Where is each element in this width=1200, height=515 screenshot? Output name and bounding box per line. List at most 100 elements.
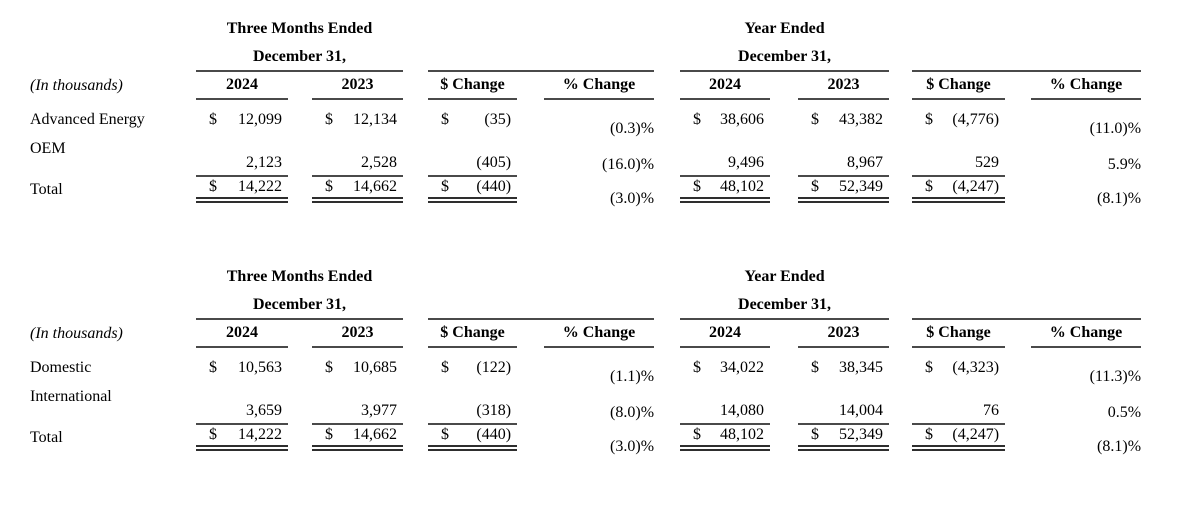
col-gap <box>403 262 428 292</box>
row-label: International <box>30 388 112 405</box>
currency-symbol: $ <box>325 426 333 443</box>
col-gap <box>403 177 428 203</box>
row-label: Domestic <box>30 359 92 376</box>
col-gap <box>889 262 912 292</box>
col-gap <box>889 177 912 203</box>
col-gap <box>770 320 798 348</box>
percent-value: (1.1)% <box>610 368 655 385</box>
value-cell: $14,662 <box>312 425 404 451</box>
column-header-dollar-change: $ Change <box>912 320 1006 348</box>
col-gap <box>889 72 912 100</box>
col-gap <box>517 100 544 140</box>
amount: 43,382 <box>839 111 884 128</box>
period-subtitle-row: December 31, December 31, <box>30 44 1142 72</box>
amount: 14,222 <box>238 426 282 443</box>
value-cell: 529 <box>912 140 1006 177</box>
col-gap <box>403 292 428 320</box>
percent-cell: (0.3)% <box>544 100 654 140</box>
value-cell: $10,685 <box>312 348 403 388</box>
currency-symbol: $ <box>209 178 217 195</box>
value-cell: $12,099 <box>196 100 288 140</box>
percent-cell: (11.0)% <box>1031 100 1141 140</box>
col-gap <box>517 388 544 425</box>
amount: 52,349 <box>839 178 884 195</box>
percent-cell: (1.1)% <box>544 348 654 388</box>
col-gap <box>288 100 312 140</box>
amount: (440) <box>476 426 512 443</box>
value-cell: $48,102 <box>680 425 771 451</box>
period-title: Three Months Ended <box>226 20 373 37</box>
col-gap <box>654 177 680 203</box>
col-gap <box>30 44 196 72</box>
value-cell: 76 <box>912 388 1006 425</box>
value-cell: $38,345 <box>798 348 889 388</box>
value-cell: $38,606 <box>680 100 770 140</box>
col-gap <box>889 348 912 388</box>
row-label: Advanced Energy <box>30 111 145 128</box>
col-gap <box>428 262 654 292</box>
col-gap <box>770 388 798 425</box>
amount: 76 <box>983 402 1000 419</box>
currency-symbol: $ <box>209 111 217 128</box>
currency-symbol: $ <box>693 426 702 443</box>
amount: 10,685 <box>353 359 398 376</box>
col-gap <box>654 292 680 320</box>
col-gap <box>770 140 798 177</box>
column-header-2023: 2023 <box>798 320 890 348</box>
col-gap <box>288 177 312 203</box>
currency-symbol: $ <box>209 359 217 376</box>
group-rule <box>428 44 655 72</box>
col-gap <box>770 425 798 451</box>
col-gap <box>912 262 1141 292</box>
col-gap <box>288 348 312 388</box>
percent-value: (8.0)% <box>610 404 655 421</box>
col-gap <box>517 177 544 203</box>
value-cell: $ (4,247) <box>912 425 1006 451</box>
col-gap <box>1005 177 1031 203</box>
currency-symbol: $ <box>925 359 934 376</box>
amount: 14,662 <box>353 178 398 195</box>
value-cell: $48,102 <box>680 177 771 203</box>
percent-value: (3.0)% <box>610 438 655 455</box>
amount: (440) <box>476 178 512 195</box>
amount: 12,134 <box>353 111 398 128</box>
percent-value: (8.1)% <box>1097 190 1142 207</box>
units-label: (In thousands) <box>30 77 123 94</box>
amount: (405) <box>476 154 512 171</box>
amount: (4,323) <box>952 359 1000 376</box>
value-cell: 2,528 <box>312 140 404 177</box>
column-header-2024: 2024 <box>680 72 771 100</box>
col-gap <box>403 72 428 100</box>
amount: (4,247) <box>952 426 1000 443</box>
column-header-row: (In thousands) 2024 2023 $ Change % Chan… <box>30 72 1142 100</box>
financial-statement-page: Three Months Ended Year Ended December 3… <box>0 14 1200 515</box>
amount: (4,776) <box>952 111 1000 128</box>
table-total-row: Total $14,222 $14,662 $ (440) (3.0)% $48,… <box>30 425 1141 455</box>
col-gap <box>654 100 680 140</box>
value-cell: $14,222 <box>196 425 288 451</box>
col-gap <box>517 320 544 348</box>
col-gap <box>770 100 798 140</box>
currency-symbol: $ <box>811 111 820 128</box>
amount: 10,563 <box>238 359 282 376</box>
col-gap <box>403 14 428 44</box>
col-gap <box>889 425 912 451</box>
col-gap <box>889 44 912 72</box>
amount: 9,496 <box>728 154 765 171</box>
currency-symbol: $ <box>441 178 450 195</box>
value-cell: $34,022 <box>680 348 770 388</box>
column-header-dollar-change: $ Change <box>912 72 1006 100</box>
amount: 52,349 <box>839 426 884 443</box>
percent-value: 0.5% <box>1107 404 1142 421</box>
percent-value: (3.0)% <box>610 190 655 207</box>
column-header-2023: 2023 <box>798 72 890 100</box>
col-gap <box>770 72 798 100</box>
currency-symbol: $ <box>325 178 333 195</box>
amount: 48,102 <box>720 178 765 195</box>
currency-symbol: $ <box>925 178 934 195</box>
amount: 14,080 <box>720 402 765 419</box>
value-cell: $ (440) <box>428 425 518 451</box>
col-gap <box>403 140 428 177</box>
group-rule <box>912 292 1142 320</box>
table-total-row: Total $14,222 $14,662 $ (440) (3.0)% $48,… <box>30 177 1141 207</box>
